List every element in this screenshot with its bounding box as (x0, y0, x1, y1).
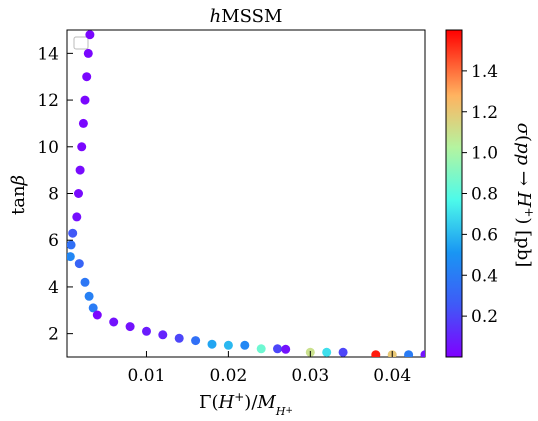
colorbar-tick-label: 0.8 (471, 185, 498, 205)
x-tick-label: 0.04 (373, 366, 411, 386)
y-axis-label: tanβ (8, 175, 29, 215)
scatter-point (338, 347, 348, 357)
scatter-point (80, 95, 90, 105)
scatter-point (83, 48, 93, 58)
colorbar-tick-label: 1.2 (471, 103, 498, 123)
scatter-point (67, 252, 75, 262)
scatter-point (88, 303, 98, 313)
scatter-point (84, 291, 94, 301)
scatter-point (223, 340, 233, 350)
y-tick-label: 6 (48, 231, 59, 251)
scatter-point (207, 339, 217, 349)
scatter-point (273, 344, 282, 354)
x-axis-label: Γ(H+)/MH+ (199, 390, 293, 418)
colorbar-label: σ(pp → H+) [pb] (513, 123, 536, 268)
scatter-point (142, 326, 151, 336)
scatter-point (240, 340, 250, 350)
scatter-point (85, 30, 95, 40)
scatter-point (125, 322, 135, 332)
scatter-point (77, 142, 87, 152)
chart-title: hMSSM (210, 6, 283, 27)
scatter-point (67, 240, 76, 250)
scatter-point (158, 330, 168, 340)
scatter-point (92, 310, 102, 320)
scatter-point (371, 350, 381, 357)
x-tick-label: 0.02 (209, 366, 247, 386)
y-tick-label: 10 (37, 138, 59, 158)
scatter-point (74, 259, 84, 269)
scatter-point (72, 212, 82, 222)
colorbar (445, 29, 463, 358)
scatter-point (68, 228, 78, 238)
scatter-point (404, 350, 414, 357)
scatter-point (174, 333, 184, 343)
x-tick-label: 0.03 (291, 366, 329, 386)
y-tick-label: 8 (48, 185, 59, 205)
y-axis-ticks: 2 4 6 8 10 12 14 (37, 44, 73, 345)
y-tick-label: 14 (37, 44, 59, 64)
y-tick-label: 2 (48, 325, 59, 345)
scatter-point (74, 189, 83, 198)
scatter-point (82, 72, 92, 82)
colorbar-tick-label: 1.0 (471, 144, 498, 164)
y-tick-label: 4 (48, 278, 59, 298)
scatter-point (281, 344, 291, 354)
scatter-points (67, 30, 425, 357)
scatter-point (75, 165, 85, 175)
x-tick-label: 0.01 (128, 366, 166, 386)
colorbar-tick-label: 1.4 (471, 62, 498, 82)
x-axis-ticks: 0.01 0.02 0.03 0.04 (128, 351, 411, 386)
y-tick-label: 12 (37, 91, 59, 111)
legend-box (73, 36, 89, 50)
colorbar-tick-label: 0.2 (471, 307, 498, 327)
colorbar-tick-label: 0.6 (471, 225, 498, 245)
scatter-point (78, 118, 88, 128)
colorbar-ticks: 0.2 0.4 0.6 0.8 1.0 1.2 1.4 (462, 62, 498, 327)
scatter-point (420, 350, 425, 357)
plot-area (66, 29, 426, 358)
scatter-point (256, 344, 266, 354)
scatter-point (80, 277, 90, 287)
colorbar-tick-label: 0.4 (471, 266, 498, 286)
scatter-point (322, 347, 332, 357)
scatter-point (109, 317, 119, 327)
scatter-point (191, 336, 201, 346)
